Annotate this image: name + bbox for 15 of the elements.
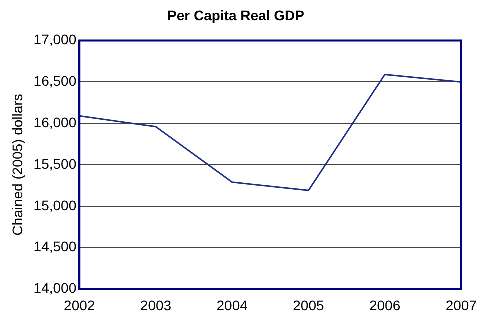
x-tick-label: 2003	[140, 297, 172, 314]
y-tick-label: 14,000	[34, 280, 77, 296]
y-tick-label: 17,000	[34, 32, 77, 48]
y-tick-label: 15,500	[34, 156, 77, 172]
y-tick-label: 16,500	[34, 73, 77, 90]
x-tick-label: 2004	[216, 297, 248, 314]
x-tick-label: 2006	[369, 297, 401, 314]
y-axis-title: Chained (2005) dollars	[9, 94, 26, 236]
y-tick-label: 14,500	[34, 238, 77, 255]
x-tick-label: 2007	[446, 297, 478, 314]
x-tick-label: 2002	[64, 297, 96, 314]
x-tick-label: 2005	[293, 297, 324, 314]
y-tick-label: 16,000	[34, 114, 77, 130]
y-tick-label: 15,000	[34, 197, 77, 214]
chart-title: Per Capita Real GDP	[168, 7, 304, 24]
